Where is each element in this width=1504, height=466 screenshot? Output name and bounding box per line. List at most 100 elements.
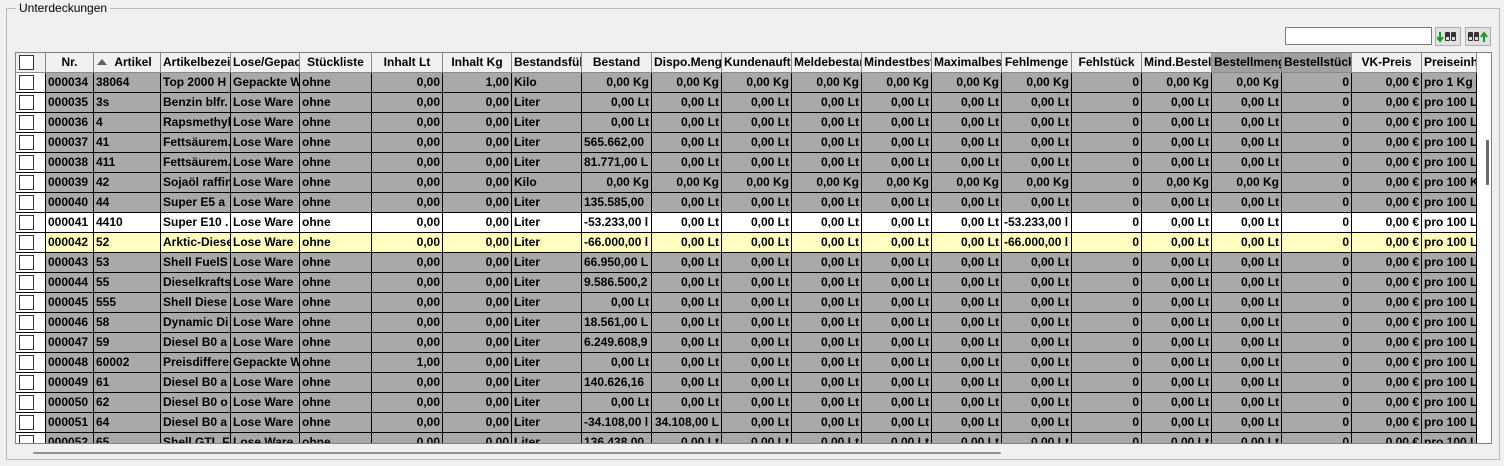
cell-fst[interactable]: 0 <box>1072 253 1142 273</box>
cell-best[interactable]: 0,00 Kg <box>582 73 652 93</box>
cell-fehl[interactable]: 0,00 Lt <box>1002 273 1072 293</box>
cell-fst[interactable]: 0 <box>1072 113 1142 133</box>
cell-lose[interactable]: Lose Ware <box>231 293 300 313</box>
row-checkbox[interactable] <box>19 395 34 410</box>
column-header-max[interactable]: Maximalbestand <box>932 53 1002 73</box>
cell-ikg[interactable]: 0,00 <box>443 213 512 233</box>
cell-artikel[interactable]: 53 <box>94 253 161 273</box>
cell-fst[interactable]: 0 <box>1072 273 1142 293</box>
cell-bez[interactable]: Rapsmethyl <box>161 113 231 133</box>
cell-mind[interactable]: 0,00 Kg <box>862 73 932 93</box>
cell-bez[interactable]: Super E5 a <box>161 193 231 213</box>
cell-best[interactable]: 9.586.500,2 <box>582 273 652 293</box>
cell-bf[interactable]: Liter <box>512 153 582 173</box>
cell-ilt[interactable]: 0,00 <box>372 173 443 193</box>
cell-best[interactable]: 0,00 Lt <box>582 293 652 313</box>
cell-ilt[interactable]: 0,00 <box>372 313 443 333</box>
cell-bm[interactable]: 0,00 Lt <box>1212 333 1282 353</box>
cell-stl[interactable]: ohne <box>300 313 372 333</box>
table-row[interactable]: 000050 62 Diesel B0 o Lose Ware ohne 0,00 0,00… <box>16 393 1477 413</box>
cell-max[interactable]: 0,00 Lt <box>932 273 1002 293</box>
cell-mind[interactable]: 0,00 Lt <box>862 413 932 433</box>
row-checkbox[interactable] <box>19 315 34 330</box>
cell-artikel[interactable]: 44 <box>94 193 161 213</box>
cell-dispo[interactable]: 0,00 Lt <box>652 353 722 373</box>
cell-bm[interactable]: 0,00 Lt <box>1212 213 1282 233</box>
cell-mbest[interactable]: 0,00 Lt <box>1142 193 1212 213</box>
cell-nr[interactable]: 000041 <box>46 213 94 233</box>
cell-bs[interactable]: 0 <box>1282 353 1352 373</box>
column-header-bez[interactable]: Artikelbezeichnung <box>161 53 231 73</box>
cell-fst[interactable]: 0 <box>1072 373 1142 393</box>
cell-pe[interactable]: pro 100 K <box>1422 173 1477 193</box>
cell-bm[interactable]: 0,00 Lt <box>1212 133 1282 153</box>
column-header-melde[interactable]: Meldebestand <box>792 53 862 73</box>
cell-ikg[interactable]: 0,00 <box>443 233 512 253</box>
cell-bs[interactable]: 0 <box>1282 213 1352 233</box>
cell-best[interactable]: 0,00 Kg <box>582 173 652 193</box>
cell-bez[interactable]: Diesel B0 o <box>161 393 231 413</box>
cell-fehl[interactable]: 0,00 Lt <box>1002 133 1072 153</box>
table-row[interactable]: 000042 52 Arktic-Diese Lose Ware ohne 0,00 0,0… <box>16 233 1477 253</box>
cell-nr[interactable]: 000051 <box>46 413 94 433</box>
cell-stl[interactable]: ohne <box>300 193 372 213</box>
cell-stl[interactable]: ohne <box>300 433 372 443</box>
cell-artikel[interactable]: 55 <box>94 273 161 293</box>
cell-ikg[interactable]: 0,00 <box>443 153 512 173</box>
cell-max[interactable]: 0,00 Kg <box>932 173 1002 193</box>
cell-best[interactable]: 0,00 Lt <box>582 93 652 113</box>
cell-fst[interactable]: 0 <box>1072 433 1142 443</box>
cell-pe[interactable]: pro 100 L <box>1422 353 1477 373</box>
cell-nr[interactable]: 000042 <box>46 233 94 253</box>
cell-bm[interactable]: 0,00 Lt <box>1212 373 1282 393</box>
cell-vk[interactable]: 0,00 € <box>1352 113 1422 133</box>
cell-mind[interactable]: 0,00 Lt <box>862 233 932 253</box>
cell-ilt[interactable]: 0,00 <box>372 393 443 413</box>
cell-dispo[interactable]: 0,00 Kg <box>652 173 722 193</box>
cell-lose[interactable]: Lose Ware <box>231 173 300 193</box>
cell-best[interactable]: 0,00 Lt <box>582 393 652 413</box>
column-header-nr[interactable]: Nr. <box>46 53 94 73</box>
table-row[interactable]: 000044 55 Dieselkrafts Lose Ware ohne 0,00 0,0… <box>16 273 1477 293</box>
table-row[interactable]: 000043 53 Shell FuelS Lose Ware ohne 0,00 0,00… <box>16 253 1477 273</box>
cell-fehl[interactable]: 0,00 Lt <box>1002 113 1072 133</box>
cell-bm[interactable]: 0,00 Lt <box>1212 413 1282 433</box>
column-header-best[interactable]: Bestand <box>582 53 652 73</box>
cell-fst[interactable]: 0 <box>1072 233 1142 253</box>
column-header-ilt[interactable]: Inhalt Lt <box>372 53 443 73</box>
cell-bs[interactable]: 0 <box>1282 273 1352 293</box>
cell-mbest[interactable]: 0,00 Lt <box>1142 273 1212 293</box>
cell-bez[interactable]: Arktic-Diese <box>161 233 231 253</box>
cell-vk[interactable]: 0,00 € <box>1352 433 1422 443</box>
cell-fehl[interactable]: 0,00 Lt <box>1002 373 1072 393</box>
cell-mind[interactable]: 0,00 Lt <box>862 153 932 173</box>
cell-ilt[interactable]: 0,00 <box>372 413 443 433</box>
cell-bs[interactable]: 0 <box>1282 413 1352 433</box>
cell-fst[interactable]: 0 <box>1072 153 1142 173</box>
cell-dispo[interactable]: 0,00 Lt <box>652 393 722 413</box>
cell-vk[interactable]: 0,00 € <box>1352 273 1422 293</box>
cell-ilt[interactable]: 0,00 <box>372 193 443 213</box>
cell-artikel[interactable]: 60002 <box>94 353 161 373</box>
cell-bm[interactable]: 0,00 Lt <box>1212 253 1282 273</box>
column-header-dispo[interactable]: Dispo.Menge <box>652 53 722 73</box>
cell-pe[interactable]: pro 100 L <box>1422 153 1477 173</box>
cell-nr[interactable]: 000035 <box>46 93 94 113</box>
cell-fst[interactable]: 0 <box>1072 413 1142 433</box>
cell-kund[interactable]: 0,00 Lt <box>722 433 792 443</box>
cell-max[interactable]: 0,00 Lt <box>932 393 1002 413</box>
cell-nr[interactable]: 000039 <box>46 173 94 193</box>
cell-ilt[interactable]: 0,00 <box>372 133 443 153</box>
cell-melde[interactable]: 0,00 Lt <box>792 193 862 213</box>
cell-bf[interactable]: Liter <box>512 273 582 293</box>
cell-pe[interactable]: pro 100 L <box>1422 193 1477 213</box>
cell-mbest[interactable]: 0,00 Lt <box>1142 373 1212 393</box>
cell-fehl[interactable]: 0,00 Lt <box>1002 293 1072 313</box>
cell-fehl[interactable]: 0,00 Lt <box>1002 253 1072 273</box>
cell-nr[interactable]: 000046 <box>46 313 94 333</box>
cell-bs[interactable]: 0 <box>1282 313 1352 333</box>
cell-fehl[interactable]: 0,00 Lt <box>1002 313 1072 333</box>
table-row[interactable]: 000052 65 Shell GTL F Lose Ware ohne 0,00 0,00… <box>16 433 1477 443</box>
cell-stl[interactable]: ohne <box>300 393 372 413</box>
